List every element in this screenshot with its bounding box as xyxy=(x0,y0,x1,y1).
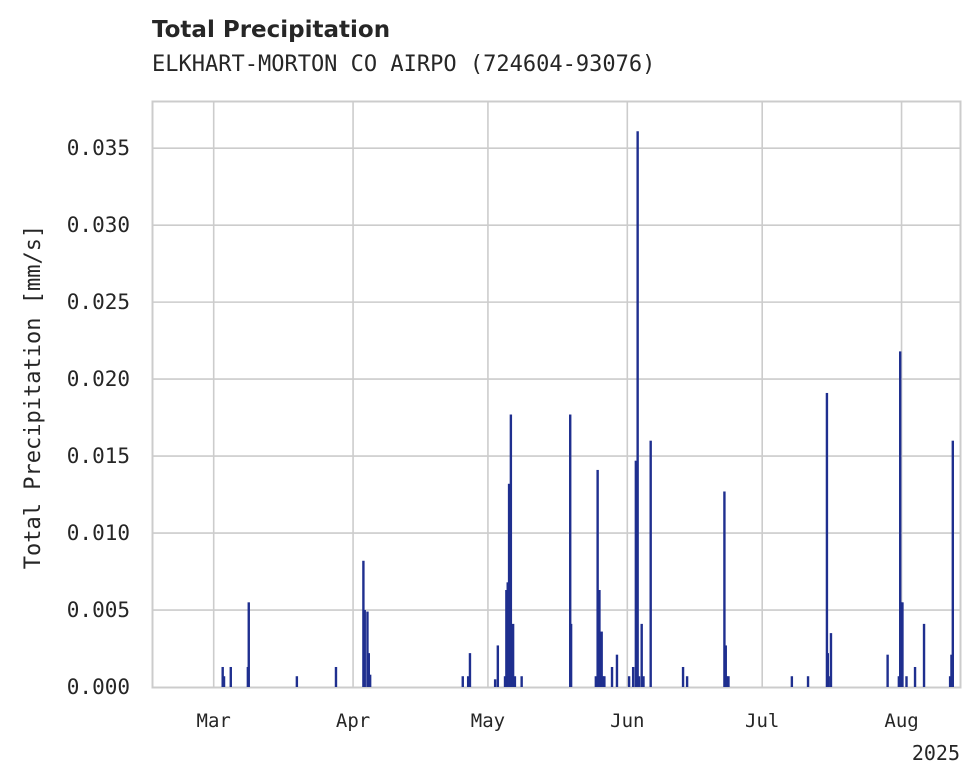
precip-bar xyxy=(681,666,685,687)
precip-bar xyxy=(826,653,830,687)
precip-bar xyxy=(901,602,904,687)
precip-bar xyxy=(825,392,829,687)
precip-bar xyxy=(600,631,603,687)
precip-bar xyxy=(520,676,523,687)
precip-bar xyxy=(569,623,573,687)
precip-bar xyxy=(724,645,727,687)
precip-bar xyxy=(598,590,601,687)
y-tick-label: 0.020 xyxy=(67,367,130,391)
precip-bar xyxy=(899,351,902,687)
precip-bar xyxy=(466,676,470,687)
precip-bar xyxy=(506,582,509,687)
x-tick-label: Apr xyxy=(336,710,370,732)
precip-bar xyxy=(507,483,511,687)
precip-bar xyxy=(368,674,372,687)
precip-bar xyxy=(505,590,508,687)
x-tick-label: Aug xyxy=(884,710,918,732)
precip-bar xyxy=(222,676,226,687)
precip-bar xyxy=(367,653,370,687)
precip-bar xyxy=(951,440,955,687)
y-tick-label: 0.030 xyxy=(67,213,130,237)
precip-bar xyxy=(649,440,652,687)
precip-bar xyxy=(601,676,605,687)
precip-bar xyxy=(461,676,464,687)
precip-bar xyxy=(615,654,619,687)
precip-bar xyxy=(247,602,250,687)
precip-bar xyxy=(363,610,366,687)
y-tick-label: 0.000 xyxy=(67,675,130,699)
precip-bar xyxy=(366,611,369,687)
y-axis-label: Total Precipitation [mm/s] xyxy=(21,225,46,569)
precip-bar xyxy=(790,676,794,687)
plot-frame xyxy=(151,100,962,689)
precip-bar xyxy=(610,666,614,687)
precip-bar xyxy=(723,491,726,687)
chart-title: Total Precipitation xyxy=(152,17,391,43)
precip-bar xyxy=(905,676,908,687)
precip-bar xyxy=(897,676,901,687)
precip-bar xyxy=(631,666,635,687)
precip-bar xyxy=(727,676,730,687)
precip-bar xyxy=(362,560,365,687)
precip-bar xyxy=(468,653,472,687)
y-tick-label: 0.025 xyxy=(67,290,130,314)
x-tick-label: Jun xyxy=(610,710,644,732)
precip-bar xyxy=(221,666,224,687)
precip-bar xyxy=(509,414,513,687)
precip-bar xyxy=(913,666,917,687)
precip-bar xyxy=(725,676,729,687)
y-tick-label: 0.035 xyxy=(67,136,130,160)
y-tick-label: 0.010 xyxy=(67,521,130,545)
precip-bar xyxy=(948,676,952,687)
precip-bar xyxy=(636,131,639,687)
precip-bar xyxy=(806,676,810,687)
precip-bar xyxy=(493,679,497,687)
precip-bar xyxy=(603,676,606,687)
precip-bar xyxy=(295,676,299,687)
precip-bar xyxy=(950,654,953,687)
precip-bar xyxy=(229,666,232,687)
precip-bar xyxy=(827,676,830,687)
precip-bar xyxy=(922,623,926,687)
precip-bar xyxy=(637,676,641,687)
precip-bar xyxy=(642,676,645,687)
y-tick-label: 0.015 xyxy=(67,444,130,468)
precip-bar xyxy=(685,676,689,687)
precip-bar xyxy=(569,414,572,687)
precip-bar xyxy=(596,469,599,687)
precip-bar xyxy=(886,654,889,687)
precip-bar xyxy=(899,602,903,687)
precip-bar xyxy=(334,666,338,687)
precip-bar xyxy=(496,645,500,687)
y-tick-label: 0.005 xyxy=(67,598,130,622)
precip-bar xyxy=(511,623,515,687)
x-tick-label: May xyxy=(471,710,505,732)
x-tick-label: Jul xyxy=(745,710,779,732)
precip-bar xyxy=(634,460,638,687)
chart-subtitle: ELKHART-MORTON CO AIRPO (724604-93076) xyxy=(152,52,656,77)
precip-bar xyxy=(503,676,507,687)
precip-bar xyxy=(640,623,643,687)
year-label: 2025 xyxy=(912,741,960,765)
precip-bar xyxy=(594,676,598,687)
precip-bar xyxy=(829,633,833,687)
precip-bar xyxy=(627,676,631,687)
precip-bar xyxy=(513,676,517,687)
x-tick-label: Mar xyxy=(197,710,231,732)
